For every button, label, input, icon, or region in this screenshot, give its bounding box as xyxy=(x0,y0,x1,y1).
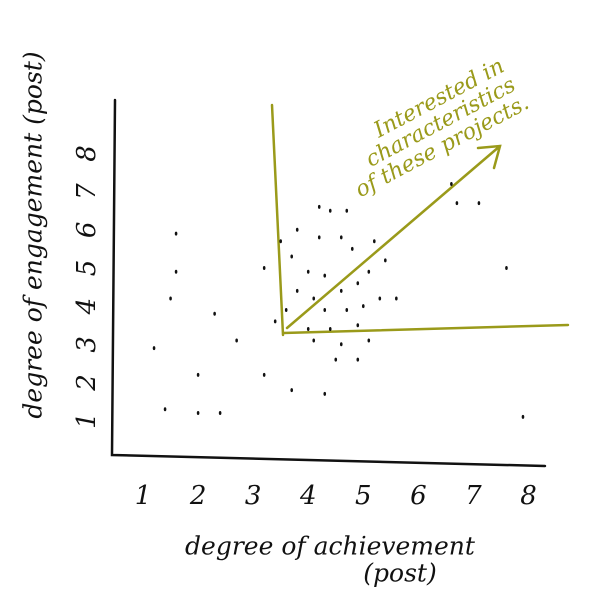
point xyxy=(379,296,382,300)
point xyxy=(263,266,266,270)
point xyxy=(318,205,321,209)
point xyxy=(362,304,365,308)
x-tick-label: 8 xyxy=(520,481,537,511)
point xyxy=(197,373,200,377)
point xyxy=(340,289,343,293)
point xyxy=(356,323,359,327)
point xyxy=(175,270,178,274)
point xyxy=(345,209,348,213)
point xyxy=(312,296,315,300)
y-tick-label: 6 xyxy=(72,222,102,239)
point xyxy=(329,209,332,213)
point xyxy=(169,296,172,300)
x-tick-label: 6 xyxy=(410,481,427,511)
x-tick-label: 2 xyxy=(189,481,207,511)
point xyxy=(164,407,167,411)
point xyxy=(356,358,359,362)
point xyxy=(323,274,326,278)
point xyxy=(307,327,310,331)
y-tick-label: 8 xyxy=(72,145,102,162)
y-tick-label: 4 xyxy=(72,298,102,316)
point xyxy=(285,308,288,312)
point xyxy=(175,232,178,236)
point xyxy=(235,338,238,342)
y-tick-label: 1 xyxy=(72,412,102,429)
point xyxy=(329,327,332,331)
y-tick-label: 7 xyxy=(72,183,102,200)
point xyxy=(450,182,453,186)
point xyxy=(505,266,508,270)
point xyxy=(197,411,200,415)
x-tick-label: 5 xyxy=(355,481,372,511)
point xyxy=(323,392,326,396)
point xyxy=(478,201,481,205)
axes xyxy=(112,100,545,466)
y-tick-label: 2 xyxy=(72,374,102,392)
chart: degree of achievement (post) degree of e… xyxy=(0,0,597,592)
point xyxy=(290,388,293,392)
point xyxy=(367,270,370,274)
point xyxy=(384,258,387,262)
point xyxy=(263,373,266,377)
point xyxy=(213,312,216,316)
point xyxy=(153,346,156,350)
point xyxy=(318,235,321,239)
point xyxy=(456,201,459,205)
point xyxy=(312,338,315,342)
point xyxy=(219,411,222,415)
point xyxy=(345,308,348,312)
y-axis-label: degree of engagement (post) xyxy=(19,51,48,418)
point xyxy=(323,308,326,312)
point xyxy=(356,281,359,285)
point xyxy=(274,319,277,323)
point xyxy=(290,255,293,259)
point xyxy=(296,228,299,232)
y-tick-label: 5 xyxy=(72,260,102,277)
x-tick-label: 7 xyxy=(465,481,482,511)
point xyxy=(367,338,370,342)
x-axis-label-note: (post) xyxy=(363,559,436,588)
point xyxy=(395,296,398,300)
point xyxy=(373,239,376,243)
point xyxy=(340,235,343,239)
point xyxy=(340,342,343,346)
page: degree of achievement (post) degree of e… xyxy=(0,0,597,592)
x-tick-label: 4 xyxy=(299,481,317,511)
point xyxy=(351,247,354,251)
point xyxy=(522,415,525,419)
point xyxy=(296,289,299,293)
x-tick-label: 1 xyxy=(135,481,152,511)
point xyxy=(334,358,337,362)
x-tick-label: 3 xyxy=(245,481,262,511)
y-tick-label: 3 xyxy=(72,336,102,353)
point xyxy=(279,239,282,243)
x-axis-label: degree of achievement xyxy=(185,532,476,561)
point xyxy=(307,270,310,274)
